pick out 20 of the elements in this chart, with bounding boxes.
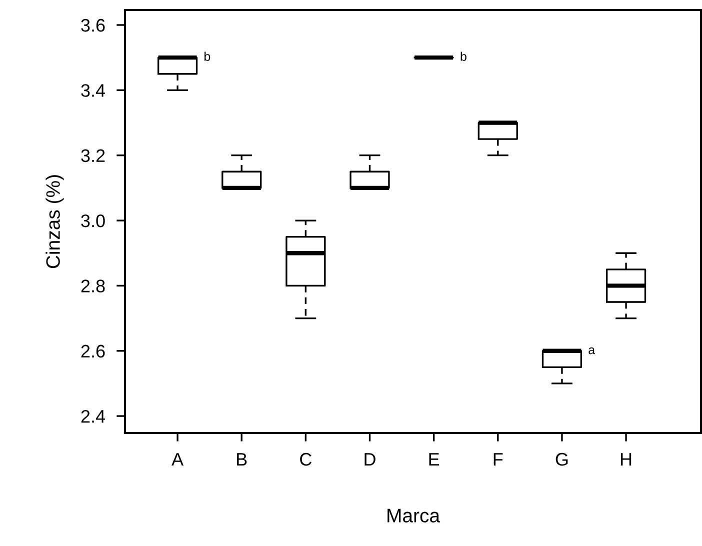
x-tick-label: B: [237, 453, 247, 466]
y-tick-label: 2.6: [81, 344, 105, 358]
y-tick-label: 3.6: [81, 18, 105, 32]
annotation: b: [460, 52, 466, 61]
y-tick-label: 3.0: [81, 214, 105, 228]
y-tick-label: 2.4: [81, 410, 106, 423]
y-tick-label: 3.4: [81, 84, 106, 97]
x-tick-label: E: [429, 453, 440, 466]
annotation: b: [204, 52, 210, 61]
y-tick-label: 3.2: [81, 149, 105, 162]
x-tick-label: H: [621, 453, 632, 466]
x-axis-title: Marca: [388, 508, 440, 522]
x-tick-label: A: [172, 453, 184, 466]
x-tick-label: G: [556, 452, 568, 466]
x-tick-label: D: [364, 453, 376, 466]
x-tick-label: C: [300, 452, 312, 466]
annotation: a: [588, 347, 596, 354]
y-tick-label: 2.8: [81, 280, 105, 292]
x-tick-label: F: [494, 453, 503, 466]
y-axis-title: Cinzas (%): [46, 175, 64, 268]
